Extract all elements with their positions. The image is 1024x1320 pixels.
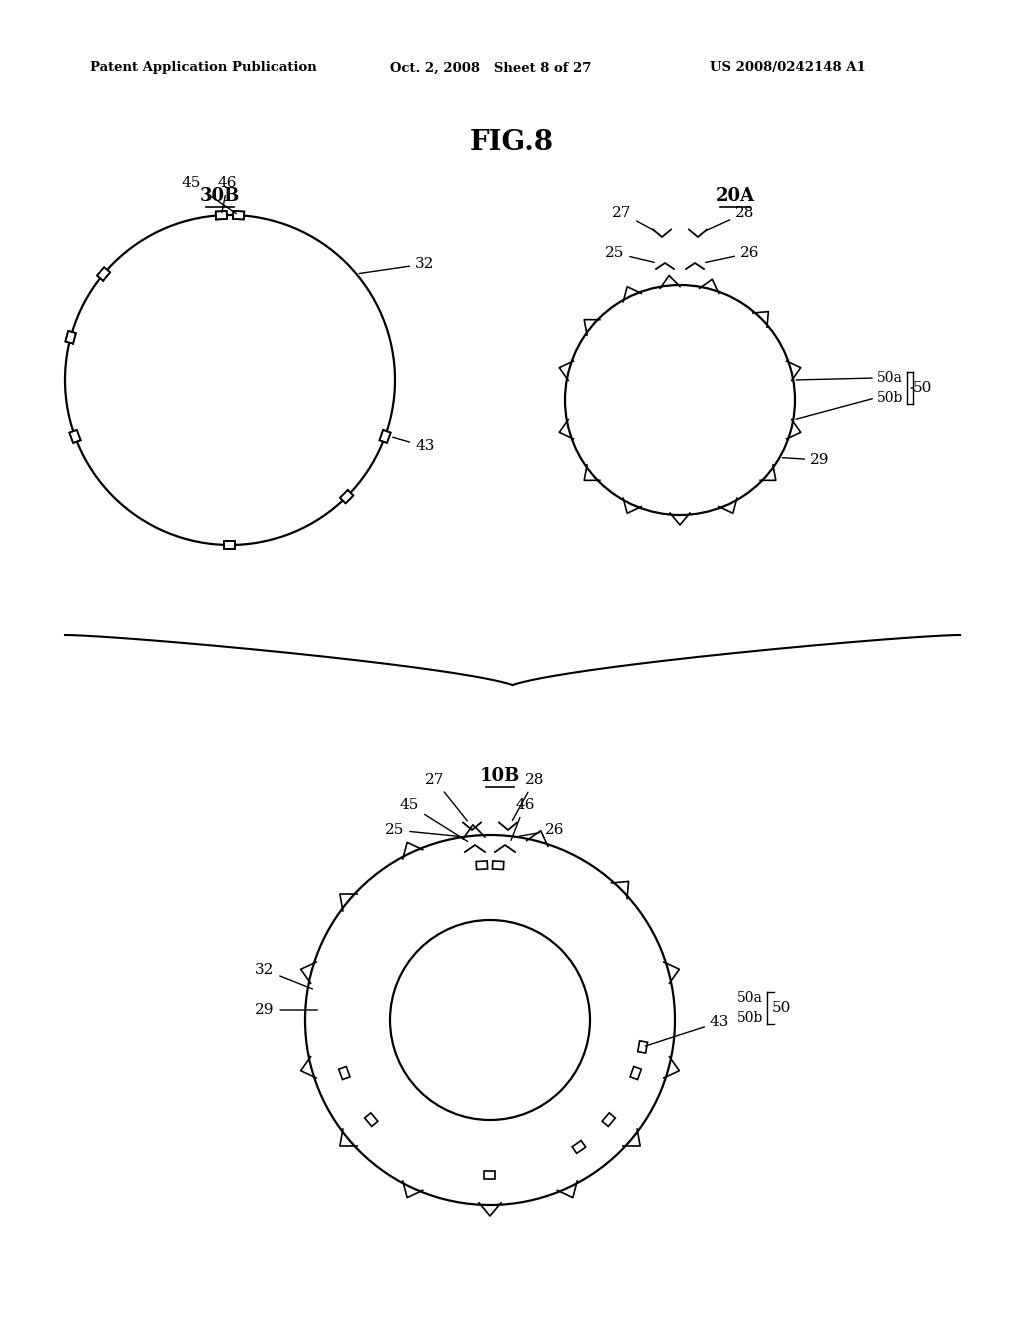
Text: 32: 32 (359, 257, 434, 273)
Text: 46: 46 (511, 799, 535, 841)
Text: 45: 45 (400, 799, 468, 842)
Text: 50a: 50a (737, 991, 763, 1005)
Text: 29: 29 (255, 1003, 317, 1016)
Polygon shape (216, 211, 227, 219)
Polygon shape (232, 211, 245, 219)
Polygon shape (493, 861, 504, 870)
Text: 30B: 30B (200, 187, 241, 205)
Polygon shape (572, 1140, 586, 1154)
Text: 50a: 50a (877, 371, 903, 385)
Text: 50: 50 (913, 381, 933, 395)
Text: 28: 28 (512, 774, 545, 821)
Text: 32: 32 (255, 964, 312, 989)
Polygon shape (476, 861, 487, 870)
Text: 46: 46 (218, 176, 238, 213)
Polygon shape (365, 1113, 378, 1126)
Text: 27: 27 (612, 206, 654, 231)
Text: 50: 50 (772, 1001, 792, 1015)
Polygon shape (602, 1113, 615, 1126)
Text: 28: 28 (706, 206, 755, 231)
Text: 26: 26 (518, 822, 564, 837)
Polygon shape (70, 430, 81, 444)
Text: 27: 27 (425, 774, 467, 821)
Text: 10B: 10B (480, 767, 520, 785)
Text: 20A: 20A (716, 187, 755, 205)
Text: 50b: 50b (877, 391, 903, 405)
Polygon shape (380, 430, 391, 444)
Text: 43: 43 (645, 1015, 729, 1045)
Polygon shape (340, 490, 353, 503)
Polygon shape (638, 1040, 647, 1053)
Polygon shape (339, 1067, 350, 1080)
Text: 43: 43 (393, 437, 434, 454)
Text: 25: 25 (605, 246, 654, 263)
Text: 25: 25 (385, 822, 462, 837)
Text: 45: 45 (182, 176, 237, 214)
Text: FIG.8: FIG.8 (470, 128, 554, 156)
Polygon shape (224, 541, 236, 549)
Polygon shape (97, 267, 111, 281)
Text: 50b: 50b (737, 1011, 763, 1026)
Text: Oct. 2, 2008   Sheet 8 of 27: Oct. 2, 2008 Sheet 8 of 27 (390, 62, 592, 74)
Text: Patent Application Publication: Patent Application Publication (90, 62, 316, 74)
Polygon shape (484, 1171, 496, 1179)
Text: 29: 29 (782, 453, 829, 467)
Polygon shape (630, 1067, 641, 1080)
Text: 26: 26 (706, 246, 760, 263)
Text: US 2008/0242148 A1: US 2008/0242148 A1 (710, 62, 865, 74)
Polygon shape (66, 331, 76, 343)
